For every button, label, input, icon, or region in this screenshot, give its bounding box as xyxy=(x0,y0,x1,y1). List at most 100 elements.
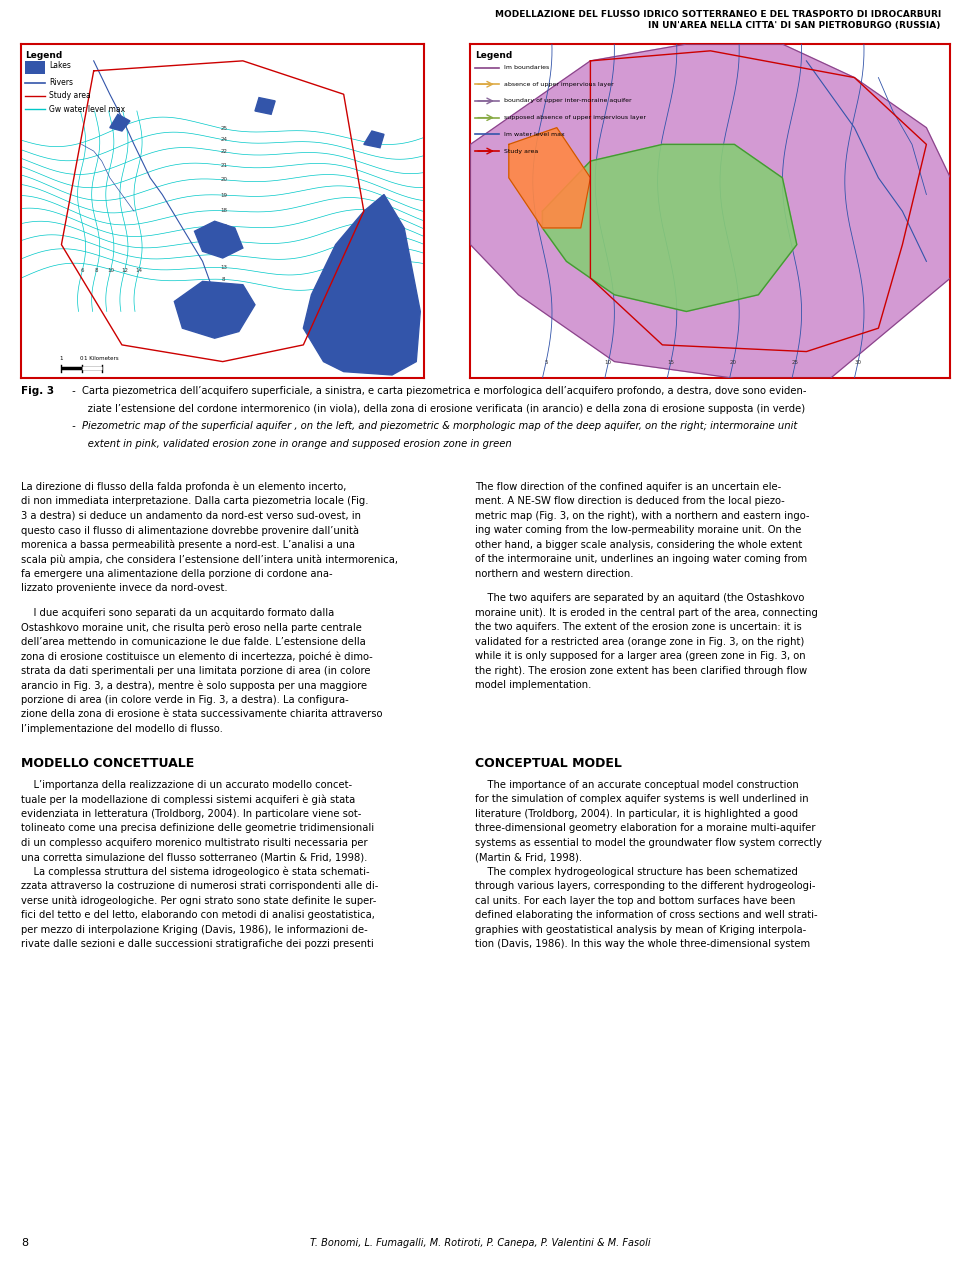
Text: una corretta simulazione del flusso sotterraneo (Martin & Frid, 1998).: una corretta simulazione del flusso sott… xyxy=(21,852,368,863)
Text: validated for a restricted area (orange zone in Fig. 3, on the right): validated for a restricted area (orange … xyxy=(475,637,804,647)
Text: 8: 8 xyxy=(94,269,98,274)
Text: 10: 10 xyxy=(107,269,114,274)
Text: Im boundaries: Im boundaries xyxy=(504,66,549,71)
Text: 21: 21 xyxy=(220,163,228,168)
Polygon shape xyxy=(195,221,243,259)
Text: The two aquifers are separated by an aquitard (the Ostashkovo: The two aquifers are separated by an aqu… xyxy=(475,594,804,603)
Text: zona di erosione costituisce un elemento di incertezza, poiché è dimo-: zona di erosione costituisce un elemento… xyxy=(21,651,372,662)
Text: tion (Davis, 1986). In this way the whole three-dimensional system: tion (Davis, 1986). In this way the whol… xyxy=(475,939,810,950)
Polygon shape xyxy=(542,145,797,311)
Text: The flow direction of the confined aquifer is an uncertain ele-: The flow direction of the confined aquif… xyxy=(475,482,781,492)
Text: Legend: Legend xyxy=(475,50,513,59)
Text: while it is only supposed for a larger area (green zone in Fig. 3, on: while it is only supposed for a larger a… xyxy=(475,651,805,661)
Text: The complex hydrogeological structure has been schematized: The complex hydrogeological structure ha… xyxy=(475,868,798,876)
Text: cal units. For each layer the top and bottom surfaces have been: cal units. For each layer the top and bo… xyxy=(475,895,796,905)
Text: Fig. 3: Fig. 3 xyxy=(21,386,55,396)
Text: l’implementazione del modello di flusso.: l’implementazione del modello di flusso. xyxy=(21,724,223,734)
Text: 8: 8 xyxy=(222,277,226,282)
Text: 19: 19 xyxy=(220,193,228,198)
Text: IN UN'AREA NELLA CITTA' DI SAN PIETROBURGO (RUSSIA): IN UN'AREA NELLA CITTA' DI SAN PIETROBUR… xyxy=(648,21,941,30)
Text: supposed absence of upper impervious layer: supposed absence of upper impervious lay… xyxy=(504,115,646,120)
Text: La complessa struttura del sistema idrogeologico è stata schemati-: La complessa struttura del sistema idrog… xyxy=(21,868,370,878)
Text: dell’area mettendo in comunicazione le due falde. L’estensione della: dell’area mettendo in comunicazione le d… xyxy=(21,637,366,647)
Text: 6: 6 xyxy=(81,269,84,274)
Text: 15: 15 xyxy=(667,361,674,366)
Text: MODELLAZIONE DEL FLUSSO IDRICO SOTTERRANEO E DEL TRASPORTO DI IDROCARBURI: MODELLAZIONE DEL FLUSSO IDRICO SOTTERRAN… xyxy=(494,10,941,19)
Text: 17: 17 xyxy=(220,223,228,228)
Bar xyxy=(25,61,45,74)
Text: ment. A NE-SW flow direction is deduced from the local piezo-: ment. A NE-SW flow direction is deduced … xyxy=(475,496,785,506)
Text: 0: 0 xyxy=(80,356,84,361)
Text: Gw water level max: Gw water level max xyxy=(49,105,126,113)
Text: I due acquiferi sono separati da un acquitardo formato dalla: I due acquiferi sono separati da un acqu… xyxy=(21,608,334,618)
Text: moraine unit). It is eroded in the central part of the area, connecting: moraine unit). It is eroded in the centr… xyxy=(475,608,818,618)
Text: fa emergere una alimentazione della porzione di cordone ana-: fa emergere una alimentazione della porz… xyxy=(21,569,333,579)
Text: metric map (Fig. 3, on the right), with a northern and eastern ingo-: metric map (Fig. 3, on the right), with … xyxy=(475,511,809,521)
Text: absence of upper impervious layer: absence of upper impervious layer xyxy=(504,82,613,87)
Text: di un complesso acquifero morenico multistrato risulti necessaria per: di un complesso acquifero morenico multi… xyxy=(21,837,368,847)
Text: tuale per la modellazione di complessi sistemi acquiferi è già stata: tuale per la modellazione di complessi s… xyxy=(21,794,355,805)
Text: for the simulation of complex aquifer systems is well underlined in: for the simulation of complex aquifer sy… xyxy=(475,794,809,805)
Text: 24: 24 xyxy=(220,137,228,142)
Text: questo caso il flusso di alimentazione dovrebbe provenire dall’unità: questo caso il flusso di alimentazione d… xyxy=(21,525,359,536)
Text: per mezzo di interpolazione Kriging (Davis, 1986), le informazioni de-: per mezzo di interpolazione Kriging (Dav… xyxy=(21,926,368,934)
Text: evidenziata in letteratura (Troldborg, 2004). In particolare viene sot-: evidenziata in letteratura (Troldborg, 2… xyxy=(21,810,362,818)
Text: defined elaborating the information of cross sections and well strati-: defined elaborating the information of c… xyxy=(475,910,818,921)
Text: 14: 14 xyxy=(220,252,228,257)
Text: verse unità idrogeologiche. Per ogni strato sono state definite le super-: verse unità idrogeologiche. Per ogni str… xyxy=(21,895,376,907)
Text: La direzione di flusso della falda profonda è un elemento incerto,: La direzione di flusso della falda profo… xyxy=(21,482,347,492)
Text: 5: 5 xyxy=(544,361,547,366)
Text: 3 a destra) si deduce un andamento da nord-est verso sud-ovest, in: 3 a destra) si deduce un andamento da no… xyxy=(21,511,361,521)
Text: three-dimensional geometry elaboration for a moraine multi-aquifer: three-dimensional geometry elaboration f… xyxy=(475,823,816,834)
Text: ziate l’estensione del cordone intermorenico (in viola), della zona di erosione : ziate l’estensione del cordone intermore… xyxy=(69,404,805,414)
Text: T. Bonomi, L. Fumagalli, M. Rotiroti, P. Canepa, P. Valentini & M. Fasoli: T. Bonomi, L. Fumagalli, M. Rotiroti, P.… xyxy=(310,1238,650,1248)
Text: graphies with geostatistical analysis by mean of Kriging interpola-: graphies with geostatistical analysis by… xyxy=(475,926,806,934)
Text: 16: 16 xyxy=(220,238,228,243)
Text: ing water coming from the low-permeability moraine unit. On the: ing water coming from the low-permeabili… xyxy=(475,525,802,535)
Text: 12: 12 xyxy=(121,269,128,274)
Text: the right). The erosion zone extent has been clarified through flow: the right). The erosion zone extent has … xyxy=(475,666,807,676)
Text: the two aquifers. The extent of the erosion zone is uncertain: it is: the two aquifers. The extent of the eros… xyxy=(475,623,802,632)
Text: other hand, a bigger scale analysis, considering the whole extent: other hand, a bigger scale analysis, con… xyxy=(475,540,803,550)
Polygon shape xyxy=(509,127,590,228)
Polygon shape xyxy=(364,131,384,148)
Text: 1: 1 xyxy=(60,356,63,361)
Text: 30: 30 xyxy=(854,361,861,366)
Text: Study area: Study area xyxy=(49,92,91,101)
Text: 18: 18 xyxy=(220,208,228,213)
Text: tolineato come una precisa definizione delle geometrie tridimensionali: tolineato come una precisa definizione d… xyxy=(21,823,374,834)
Text: rivate dalle sezioni e dalle successioni stratigrafiche dei pozzi presenti: rivate dalle sezioni e dalle successioni… xyxy=(21,939,373,950)
Text: 13: 13 xyxy=(220,265,228,270)
Text: literature (Troldborg, 2004). In particular, it is highlighted a good: literature (Troldborg, 2004). In particu… xyxy=(475,810,799,818)
Text: northern and western direction.: northern and western direction. xyxy=(475,569,634,579)
Text: 22: 22 xyxy=(220,150,228,154)
Text: di non immediata interpretazione. Dalla carta piezometria locale (Fig.: di non immediata interpretazione. Dalla … xyxy=(21,496,369,506)
Text: porzione di area (in colore verde in Fig. 3, a destra). La configura-: porzione di area (in colore verde in Fig… xyxy=(21,695,348,705)
Text: Legend: Legend xyxy=(25,50,62,59)
Text: 25: 25 xyxy=(220,126,228,131)
Text: (Martin & Frid, 1998).: (Martin & Frid, 1998). xyxy=(475,852,583,863)
Text: Study area: Study area xyxy=(504,149,539,154)
Text: extent in pink, validated erosion zone in orange and supposed erosion zone in gr: extent in pink, validated erosion zone i… xyxy=(69,439,512,449)
Text: lizzato proveniente invece da nord-ovest.: lizzato proveniente invece da nord-ovest… xyxy=(21,583,228,593)
Text: CONCEPTUAL MODEL: CONCEPTUAL MODEL xyxy=(475,757,622,770)
Polygon shape xyxy=(303,194,420,375)
Text: L’importanza della realizzazione di un accurato modello concet-: L’importanza della realizzazione di un a… xyxy=(21,779,352,789)
Text: The importance of an accurate conceptual model construction: The importance of an accurate conceptual… xyxy=(475,779,799,789)
Polygon shape xyxy=(109,115,130,131)
Text: model implementation.: model implementation. xyxy=(475,681,591,690)
Polygon shape xyxy=(470,44,950,378)
Text: Im water level max: Im water level max xyxy=(504,132,564,137)
Text: arancio in Fig. 3, a destra), mentre è solo supposta per una maggiore: arancio in Fig. 3, a destra), mentre è s… xyxy=(21,681,368,691)
Text: strata da dati sperimentali per una limitata porzione di area (in colore: strata da dati sperimentali per una limi… xyxy=(21,666,371,676)
Text: 20: 20 xyxy=(220,178,228,183)
Text: 20: 20 xyxy=(730,361,736,366)
Text: 14: 14 xyxy=(135,269,142,274)
Polygon shape xyxy=(255,97,276,115)
Text: 1 Kilometers: 1 Kilometers xyxy=(84,356,119,361)
Text: 8: 8 xyxy=(21,1238,28,1248)
Text: -  Piezometric map of the superficial aquifer , on the left, and piezometric & m: - Piezometric map of the superficial aqu… xyxy=(69,421,798,431)
Text: of the intermoraine unit, underlines an ingoing water coming from: of the intermoraine unit, underlines an … xyxy=(475,555,807,564)
Text: zzata attraverso la costruzione di numerosi strati corrispondenti alle di-: zzata attraverso la costruzione di numer… xyxy=(21,881,378,892)
Text: scala più ampia, che considera l’estensione dell’intera unità intermorenica,: scala più ampia, che considera l’estensi… xyxy=(21,555,398,565)
